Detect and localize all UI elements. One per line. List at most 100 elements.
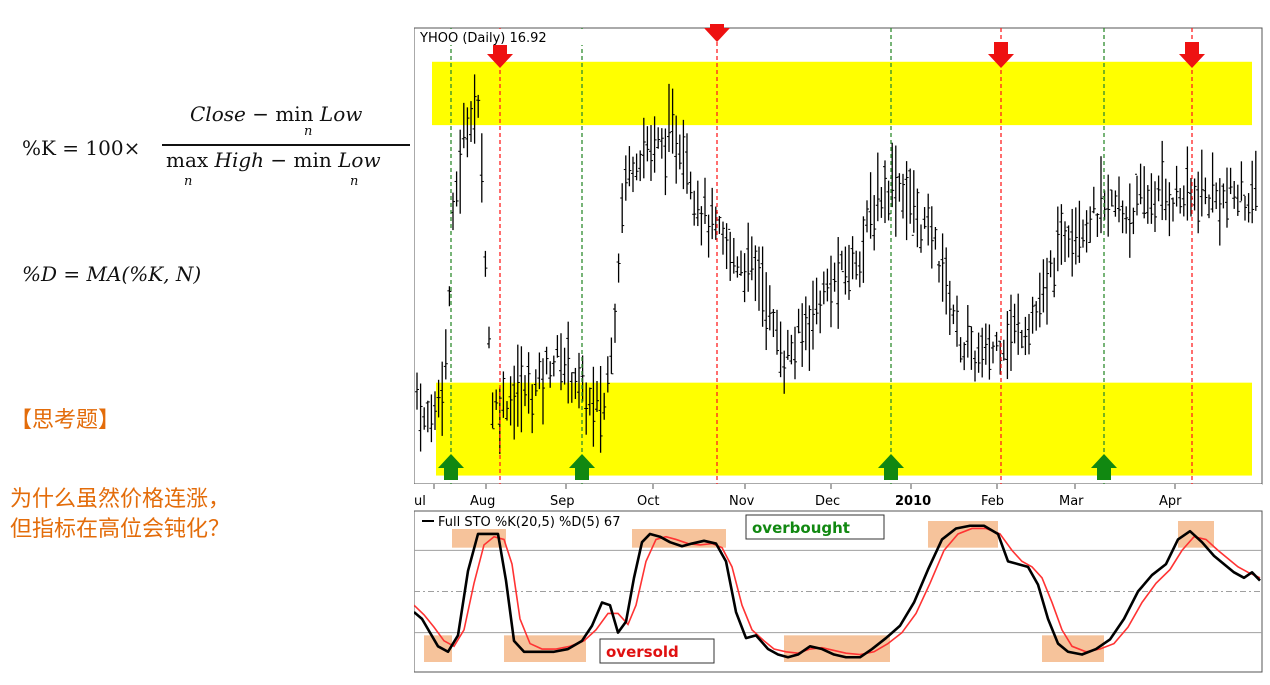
price-bar <box>994 331 999 351</box>
price-bar <box>1016 293 1021 355</box>
price-bar <box>469 101 473 142</box>
overbought-band <box>432 61 1252 126</box>
price-bar <box>991 341 995 364</box>
price-bar <box>973 350 977 382</box>
overbought-label-box <box>745 514 885 540</box>
price-bar <box>746 222 751 292</box>
k-formula-numerator: Close − min Low <box>190 102 362 126</box>
price-bar <box>901 173 905 219</box>
price-bar <box>440 361 445 436</box>
price-bar <box>980 327 985 378</box>
price-bar <box>922 207 927 229</box>
price-title-bg <box>418 29 650 45</box>
price-bar <box>476 94 481 118</box>
price-bar <box>1167 182 1172 237</box>
k-num-min: − min <box>245 102 320 126</box>
month-label: Nov <box>729 494 755 509</box>
oversold-label: oversold <box>606 643 679 661</box>
price-bar <box>724 223 729 270</box>
price-bar <box>811 280 815 350</box>
price-bar <box>886 180 891 221</box>
price-bar <box>796 308 801 334</box>
d-formula: %D = MA(%K, N) <box>22 262 202 286</box>
price-bar <box>1149 173 1154 224</box>
price-bar <box>663 128 668 196</box>
month-label: Aug <box>470 494 495 509</box>
price-bar <box>1063 221 1067 263</box>
price-bar <box>670 88 675 154</box>
price-bar <box>537 352 542 390</box>
price-bar <box>515 344 520 427</box>
price-bar <box>1138 163 1143 205</box>
price-bar <box>1221 183 1226 209</box>
price-bar <box>1027 313 1031 355</box>
price-bar <box>674 115 679 184</box>
price-bar <box>422 407 427 430</box>
buy-arrow <box>569 454 595 480</box>
price-bar <box>1239 161 1244 203</box>
price-bar <box>803 296 808 351</box>
price-bar <box>526 352 531 414</box>
price-bar <box>1084 210 1089 253</box>
k-den-max: max <box>166 148 215 172</box>
price-bar <box>1019 329 1024 349</box>
price-bar <box>958 337 963 363</box>
price-bar <box>1131 207 1136 235</box>
oversold-band <box>436 382 1252 476</box>
price-bar <box>584 382 589 435</box>
price-bar <box>447 286 452 307</box>
stock-chart: YHOO (Daily) 16.92 ul Aug Sep Oct Nov Dec 2010… <box>414 24 1263 673</box>
price-bar <box>1106 174 1111 237</box>
price-bar <box>595 380 599 412</box>
price-bar <box>778 321 783 378</box>
price-bar <box>454 171 459 207</box>
price-bar <box>548 361 553 388</box>
price-bar <box>821 271 826 305</box>
price-bar <box>1023 316 1028 356</box>
price-bar <box>868 172 873 239</box>
price-bar <box>623 155 628 201</box>
price-bar <box>508 376 513 426</box>
price-bar <box>1109 189 1114 207</box>
price-bar <box>1142 166 1147 219</box>
price-bar <box>1059 204 1064 265</box>
price-bar <box>1243 194 1247 221</box>
price-bar <box>1037 272 1042 328</box>
price-bar <box>854 250 859 280</box>
price-bar <box>1235 184 1240 216</box>
price-bar <box>757 246 761 311</box>
price-bar <box>465 107 470 158</box>
price-bar <box>872 195 877 251</box>
price-bar <box>839 250 844 273</box>
price-bar <box>1160 140 1165 221</box>
price-bar <box>631 156 635 193</box>
fraction-bar <box>162 144 410 146</box>
question-line-2: 但指标在高位会钝化？ <box>10 517 231 542</box>
price-bar <box>764 272 769 351</box>
price-bar <box>767 285 772 331</box>
price-bar <box>1073 207 1078 265</box>
month-label: Feb <box>981 494 1004 509</box>
price-bar <box>1178 188 1183 214</box>
month-label: Sep <box>550 494 575 509</box>
month-label: Apr <box>1159 494 1182 509</box>
price-bar <box>472 74 477 144</box>
price-bar <box>659 128 664 159</box>
price-bar <box>861 216 866 283</box>
month-label: Mar <box>1059 494 1084 509</box>
price-bar <box>983 323 988 365</box>
price-bar <box>598 366 603 453</box>
price-bar <box>479 133 484 203</box>
price-bar <box>587 387 592 416</box>
k-num-close: Close <box>190 102 246 126</box>
price-bar <box>1207 194 1211 219</box>
price-bar <box>1196 171 1201 234</box>
price-bar <box>944 247 949 315</box>
price-bar <box>530 384 535 434</box>
price-bar <box>1181 185 1186 217</box>
month-axis: ul Aug Sep Oct Nov Dec 2010 Feb Mar Apr <box>414 484 1262 511</box>
question-line-1: 为什么虽然价格连涨， <box>10 487 231 512</box>
price-bar <box>742 253 747 303</box>
price-bar <box>652 116 657 173</box>
price-bar <box>710 187 715 240</box>
